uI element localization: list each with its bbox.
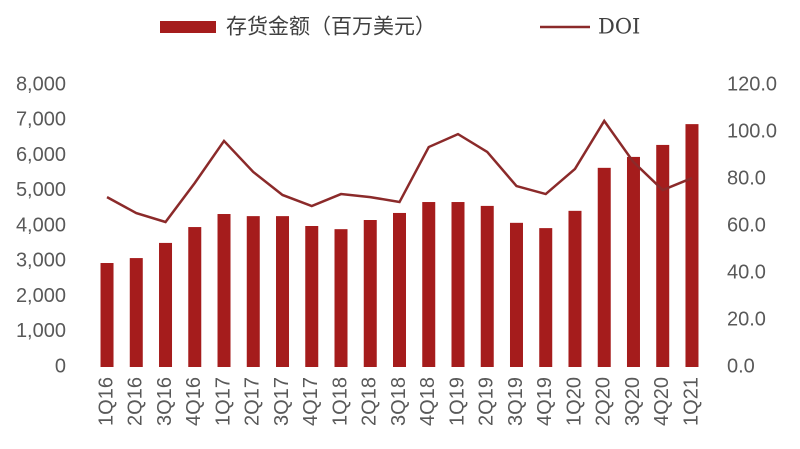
y2-tick-label: 20.0 (727, 308, 766, 330)
x-tick-label: 4Q20 (651, 377, 673, 426)
bar (539, 228, 553, 367)
bar (393, 212, 406, 367)
legend-label: DOI (598, 15, 640, 39)
y2-tick-label: 60.0 (727, 214, 766, 236)
x-tick-label: 1Q21 (680, 377, 702, 426)
y2-tick-label: 40.0 (727, 261, 766, 283)
y-tick-label: 8,000 (16, 73, 66, 95)
bar (217, 214, 231, 367)
bar (451, 202, 465, 367)
x-tick-label: 1Q19 (446, 377, 468, 426)
y2-tick-label: 100.0 (727, 120, 777, 142)
bar (656, 144, 670, 367)
x-tick-label: 4Q18 (417, 377, 439, 426)
x-tick-label: 4Q16 (183, 377, 205, 426)
bar (422, 202, 436, 367)
x-tick-label: 2Q20 (593, 377, 615, 426)
bar (334, 229, 348, 367)
y2-tick-label: 120.0 (727, 73, 777, 95)
line (106, 118, 693, 224)
x-tick-label: 1Q16 (95, 377, 117, 426)
bar (129, 258, 143, 367)
legend: 存货金额（百万美元） DOI (160, 15, 640, 39)
x-tick-label: 2Q18 (359, 377, 381, 426)
x-tick-label: 3Q17 (271, 377, 293, 426)
x-tick-label: 3Q18 (388, 377, 410, 426)
bar (305, 226, 319, 367)
y-tick-label: 5,000 (16, 179, 66, 201)
x-tick-label: 3Q20 (622, 377, 644, 426)
x-tick-label: 2Q16 (125, 377, 147, 426)
x-tick-label: 3Q16 (154, 377, 176, 426)
bar (100, 263, 114, 367)
legend-label: 存货金额（百万美元） (226, 15, 436, 39)
bar (363, 220, 377, 367)
bar (159, 242, 173, 367)
bar (480, 205, 494, 367)
x-tick-label: 1Q18 (329, 377, 351, 426)
x-tick-label: 2Q19 (476, 377, 498, 426)
x-tick-label: 1Q20 (563, 377, 585, 426)
bar (568, 210, 582, 367)
y-tick-label: 4,000 (16, 214, 66, 236)
bar (597, 167, 611, 367)
y2-tick-label: 80.0 (727, 167, 766, 189)
bar (509, 222, 523, 367)
y-tick-label: 3,000 (16, 250, 66, 272)
y-tick-label: 0 (55, 355, 66, 377)
y-tick-label: 2,000 (16, 285, 66, 307)
bar (685, 124, 699, 367)
x-tick-label: 2Q17 (242, 377, 264, 426)
y-tick-label: 1,000 (16, 320, 66, 342)
y-tick-label: 7,000 (16, 109, 66, 131)
x-tick-label: 4Q17 (300, 377, 322, 426)
x-tick-label: 4Q19 (534, 377, 556, 426)
bar (276, 216, 290, 367)
bar (188, 227, 202, 367)
y2-tick-label: 0.0 (727, 355, 755, 377)
bar (626, 156, 640, 367)
y-tick-label: 6,000 (16, 144, 66, 166)
legend-swatch (160, 21, 216, 33)
x-tick-label: 1Q17 (212, 377, 234, 426)
x-tick-label: 3Q19 (505, 377, 527, 426)
bar (246, 216, 260, 367)
